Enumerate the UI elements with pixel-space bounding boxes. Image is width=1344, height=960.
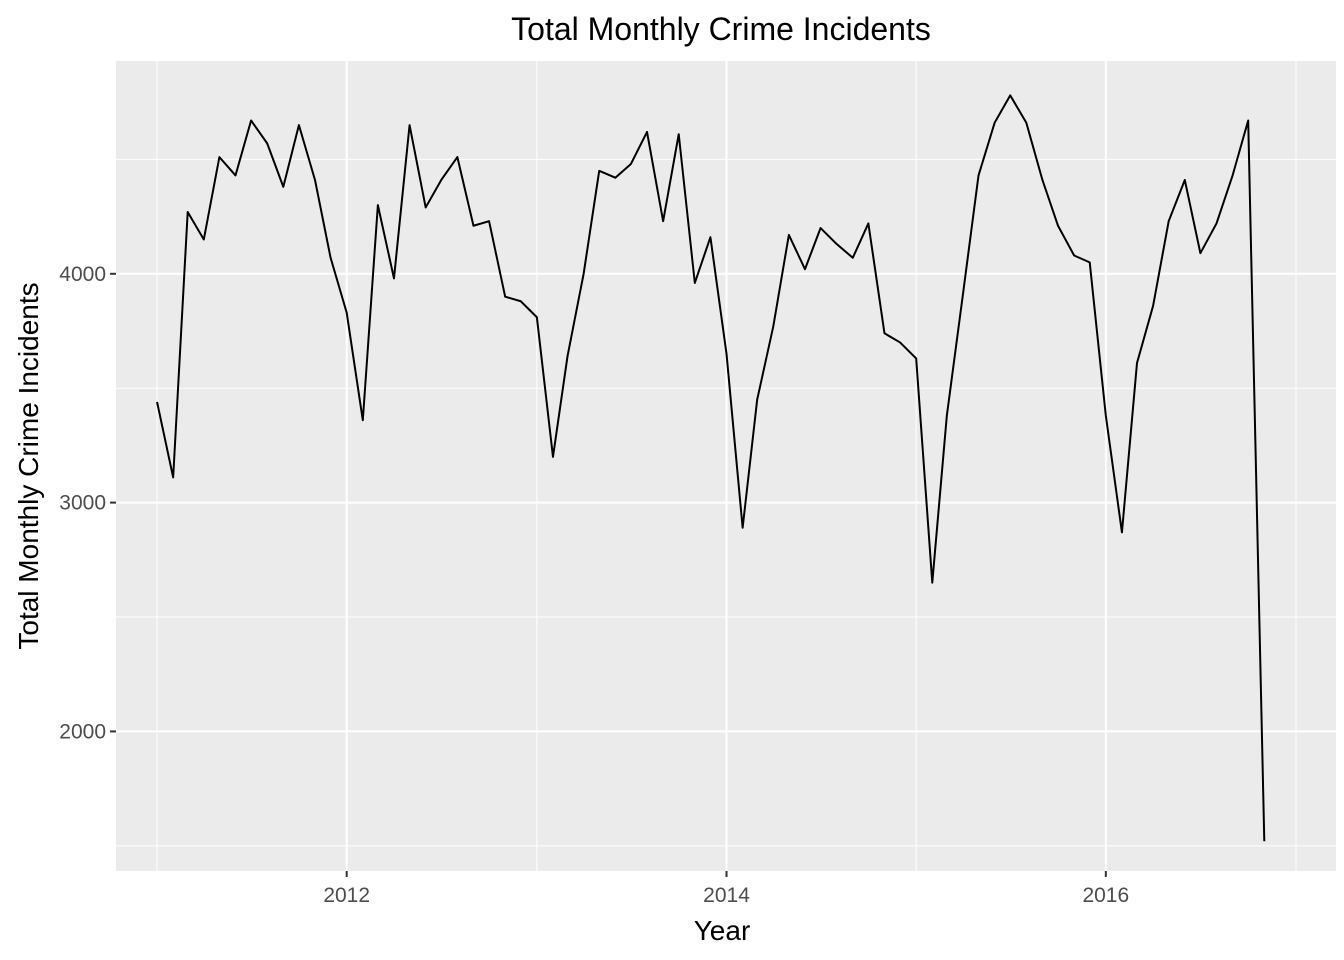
x-tick-label: 2012 — [323, 884, 370, 907]
y-tick-label: 3000 — [59, 492, 106, 515]
series-layer — [156, 94, 1266, 842]
x-axis: 2012 2014 2016 — [323, 871, 1129, 907]
y-tick-label: 2000 — [59, 720, 106, 743]
major-gridlines — [116, 61, 1336, 871]
x-tick-label: 2016 — [1082, 884, 1129, 907]
y-tick-label: 4000 — [59, 263, 106, 286]
series-line-1 — [156, 94, 1266, 842]
x-tick-label: 2014 — [703, 884, 750, 907]
x-axis-title: Year — [694, 915, 751, 946]
y-axis: 2000 3000 4000 — [59, 263, 116, 743]
chart-title: Total Monthly Crime Incidents — [511, 11, 931, 47]
y-axis-title: Total Monthly Crime Incidents — [13, 282, 44, 649]
